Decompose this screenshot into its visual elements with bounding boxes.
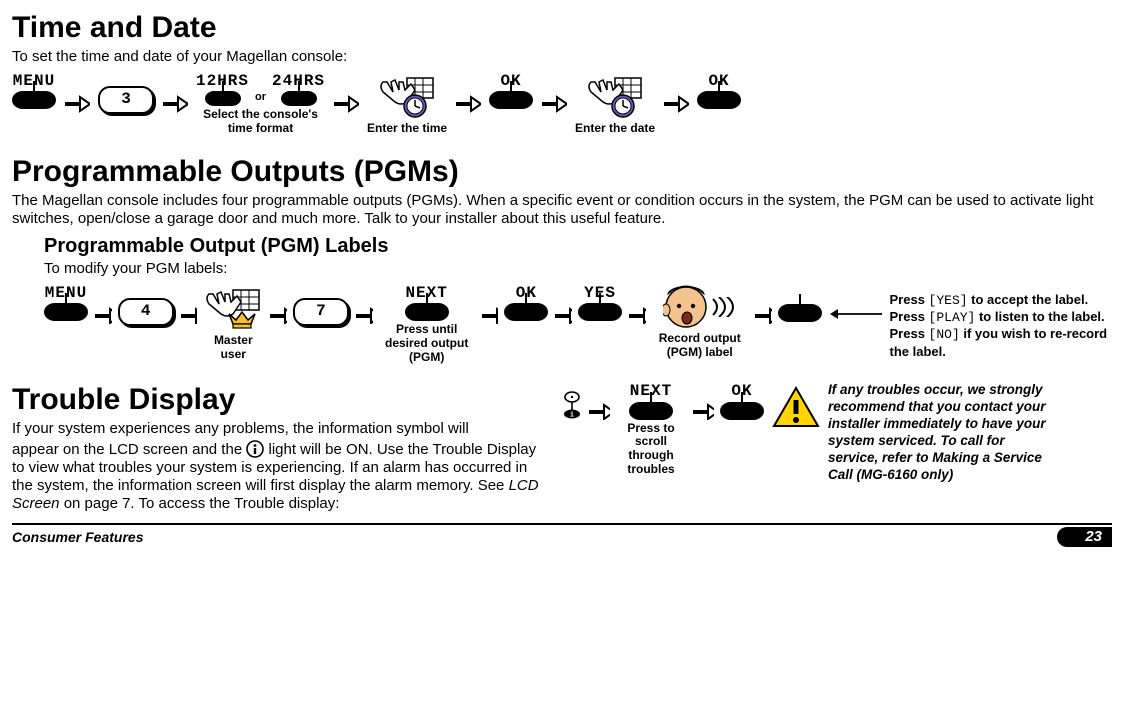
- key-3-button[interactable]: 3: [98, 86, 154, 114]
- info-button-icon[interactable]: [562, 390, 582, 420]
- arrow-icon: [481, 302, 499, 324]
- record-caption: Record output (PGM) label: [652, 332, 748, 360]
- arrow-icon: [333, 90, 359, 116]
- arrow-icon: [64, 90, 90, 116]
- pgm-labels-intro: To modify your PGM labels:: [44, 260, 1112, 278]
- final-button[interactable]: [778, 304, 822, 322]
- scroll-caption: Press to scroll through troubles: [616, 422, 686, 477]
- arrow-icon: [541, 90, 567, 116]
- master-user-icon: [203, 284, 263, 332]
- next-button[interactable]: [629, 402, 673, 420]
- menu-button[interactable]: [12, 91, 56, 109]
- arrow-left-icon: [828, 306, 884, 322]
- arrow-icon: [455, 90, 481, 116]
- next-button[interactable]: [405, 303, 449, 321]
- time-date-flow: MENU 3 12HRS or 24HRS Select the console…: [12, 72, 1112, 136]
- ok-button[interactable]: [720, 402, 764, 420]
- pgm-title: Programmable Outputs (PGMs): [12, 154, 1112, 190]
- arrow-icon: [754, 302, 772, 324]
- format-caption: Select the console's time format: [201, 108, 321, 136]
- arrow-icon: [162, 90, 188, 116]
- master-user-caption: Master user: [203, 334, 263, 362]
- or-label: or: [255, 91, 266, 104]
- warning-note: If any troubles occur, we strongly recom…: [828, 382, 1058, 483]
- arrow-icon: [554, 302, 572, 324]
- time-date-intro: To set the time and date of your Magella…: [12, 48, 1112, 66]
- info-icon: [246, 440, 264, 458]
- warning-icon: [772, 386, 820, 430]
- trouble-para1: If your system experiences any problems,…: [12, 420, 542, 438]
- key-4-button[interactable]: 4: [118, 298, 174, 326]
- trouble-para2: appear on the LCD screen and the light w…: [12, 440, 542, 513]
- time-date-title: Time and Date: [12, 10, 1112, 46]
- 24hrs-button[interactable]: [281, 91, 317, 106]
- arrow-icon: [94, 302, 112, 324]
- 12hrs-button[interactable]: [205, 91, 241, 106]
- arrow-icon: [180, 302, 198, 324]
- key-7-button[interactable]: 7: [293, 298, 349, 326]
- ok-button[interactable]: [697, 91, 741, 109]
- footer-label: Consumer Features: [12, 529, 143, 546]
- arrow-icon: [588, 398, 610, 420]
- sound-waves-icon: [711, 297, 737, 317]
- menu-button[interactable]: [44, 303, 88, 321]
- pgm-intro: The Magellan console includes four progr…: [12, 192, 1112, 228]
- arrow-icon: [628, 302, 646, 324]
- enter-time-icon: [377, 72, 437, 120]
- trouble-title: Trouble Display: [12, 382, 542, 418]
- yes-button[interactable]: [578, 303, 622, 321]
- arrow-icon: [663, 90, 689, 116]
- arrow-icon: [355, 302, 373, 324]
- pgm-labels-flow: MENU 4 Master user 7 NEXT Press until de…: [44, 284, 1112, 365]
- enter-time-caption: Enter the time: [367, 122, 447, 136]
- pgm-side-note: Press [YES] to accept the label. Press […: [890, 292, 1113, 360]
- arrow-icon: [692, 398, 714, 420]
- next-caption: Press until desired output (PGM): [379, 323, 475, 364]
- page-number: 23: [1067, 527, 1112, 547]
- enter-date-caption: Enter the date: [575, 122, 655, 136]
- pgm-labels-title: Programmable Output (PGM) Labels: [44, 234, 1112, 258]
- ok-button[interactable]: [504, 303, 548, 321]
- page-footer: Consumer Features 23: [12, 523, 1112, 547]
- arrow-icon: [269, 302, 287, 324]
- record-face-icon: [663, 284, 709, 330]
- ok-button[interactable]: [489, 91, 533, 109]
- enter-date-icon: [585, 72, 645, 120]
